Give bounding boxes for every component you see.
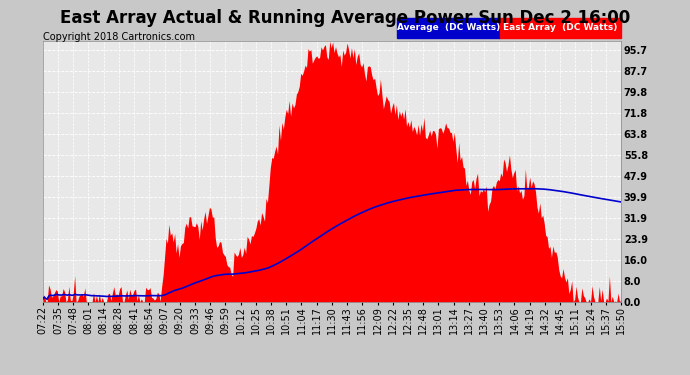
Text: Average  (DC Watts): Average (DC Watts) bbox=[397, 23, 500, 32]
Text: East Array Actual & Running Average Power Sun Dec 2 16:00: East Array Actual & Running Average Powe… bbox=[60, 9, 630, 27]
Text: East Array  (DC Watts): East Array (DC Watts) bbox=[503, 23, 618, 32]
Bar bbox=[397, 18, 500, 38]
Bar bbox=[500, 18, 621, 38]
Text: Copyright 2018 Cartronics.com: Copyright 2018 Cartronics.com bbox=[43, 32, 195, 42]
